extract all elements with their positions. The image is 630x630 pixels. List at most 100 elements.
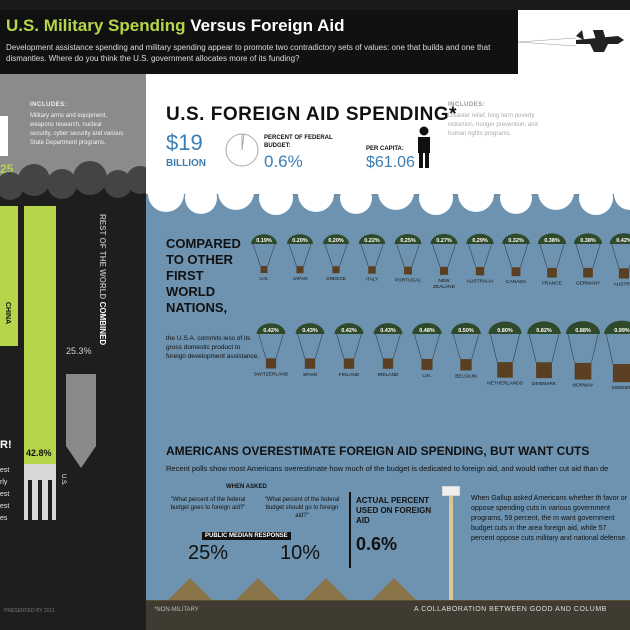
us-pct: 42.8%: [26, 448, 52, 458]
rest-pct: 25.3%: [66, 346, 92, 356]
edge-text-1: est: [0, 467, 10, 474]
country-label: NEW: [438, 278, 450, 284]
parachute-8: 0.38% FRANCE: [537, 233, 567, 287]
string-right: [303, 243, 312, 267]
canopy-mark: [466, 233, 494, 244]
string-right: [556, 243, 565, 268]
canopy-mark: [322, 234, 350, 244]
country-label: ZEALAND: [433, 284, 456, 290]
parachute-chart: 0.19% U.S. 0.20% JAPAN 0.20% GREECE 0.22% ITALY…: [251, 233, 630, 391]
string-left: [611, 243, 620, 269]
us-bar: [24, 206, 56, 464]
page-subtitle: Development assistance spending and mili…: [6, 43, 491, 63]
country-label: ITALY: [366, 277, 379, 283]
military-includes-text: Military arms and equipment, weapons res…: [30, 113, 124, 146]
canopy-mark: [451, 322, 481, 334]
comparison-section: COMPARED TO OTHER FIRST WORLD NATIONS, t…: [146, 194, 630, 436]
airplane-icon: [517, 30, 624, 52]
us-label: U.S.: [60, 474, 66, 486]
footnote: *NON-MILITARY: [154, 607, 199, 613]
string-left: [324, 243, 333, 267]
canopy-mark: [412, 322, 442, 334]
canopy-mark: [609, 233, 630, 244]
string-right: [353, 333, 362, 359]
parachute-value-label: 0.88%: [575, 328, 591, 334]
string-left: [396, 243, 405, 267]
page-title: U.S. Military Spending Versus Foreign Ai…: [6, 16, 345, 36]
soldier-icon: [0, 116, 8, 156]
parachute-value-label: 0.42%: [341, 328, 357, 334]
parachute-6: 0.29% AUSTRALIA: [466, 233, 494, 284]
string-right: [375, 243, 384, 267]
crate-mark: [618, 268, 630, 279]
parachute-16: 0.50% BELGIUM: [451, 322, 481, 379]
crate-mark: [583, 267, 593, 278]
string-right: [592, 243, 601, 268]
crate-mark: [497, 362, 513, 378]
q1-value: 25%: [188, 542, 229, 564]
rest-bar-tip: [66, 446, 96, 468]
foreign-aid-pct-label: PERCENT OF FEDERAL BUDGET:: [264, 135, 333, 149]
canopy-mark: [430, 233, 458, 244]
parachute-11: 0.42% SWITZERLAND: [254, 323, 289, 378]
parachute-4: 0.25% PORTUGAL: [394, 233, 422, 283]
string-left: [452, 333, 461, 360]
country-label: NETHERLANDS: [487, 381, 523, 387]
country-label: FINLAND: [339, 372, 360, 378]
foreign-aid-includes-title: INCLUDES:: [448, 102, 486, 108]
military-partial-pct: %: [0, 250, 9, 260]
country-label: PORTUGAL: [395, 277, 422, 283]
survey-subtitle: Recent polls show most Americans overest…: [166, 464, 609, 473]
string-left: [503, 243, 512, 268]
foreign-aid-unit: BILLION: [166, 158, 206, 169]
string-left: [360, 243, 369, 267]
crate-mark: [439, 266, 449, 275]
edge-text-5: es: [0, 515, 8, 522]
canopy-mark: [394, 233, 422, 244]
crate-mark: [265, 358, 277, 369]
parachute-value-label: 0.82%: [536, 328, 552, 334]
parachute-14: 0.43% IRELAND: [373, 323, 403, 378]
comparison-text: the U.S.A. commits less of its gross dom…: [166, 335, 260, 360]
string-left: [567, 333, 575, 363]
parachute-value-label: 0.20%: [328, 238, 344, 244]
string-right: [267, 243, 276, 267]
canopy-mark: [286, 234, 314, 244]
canopy-mark: [573, 233, 603, 244]
edge-text-2: rly: [0, 479, 8, 486]
crate-mark: [368, 266, 376, 274]
military-includes-title: INCLUDES:: [30, 102, 68, 108]
edge-text-0: R!: [0, 439, 12, 451]
crate-mark: [460, 359, 472, 371]
plane-area: [517, 10, 630, 74]
string-right: [339, 243, 348, 267]
crate-mark: [574, 362, 592, 380]
crate-mark: [547, 267, 557, 278]
crate-mark: [304, 358, 316, 369]
crate-mark: [475, 267, 485, 276]
footer-bar: *NON-MILITARY A COLLABORATION BETWEEN GO…: [146, 601, 630, 630]
comparison-title: COMPARED TO OTHER FIRST WORLD NATIONS,: [166, 236, 241, 315]
china-bar: [0, 206, 18, 346]
string-left: [414, 333, 422, 359]
actual-divider: [349, 492, 351, 568]
crate-mark: [536, 362, 552, 379]
parachute-3: 0.22% ITALY: [358, 234, 386, 283]
parachute-value-label: 0.42%: [616, 238, 630, 244]
string-right: [591, 333, 599, 363]
survey-title: AMERICANS OVERESTIMATE FOREIGN AID SPEND…: [166, 444, 590, 458]
foreign-aid-summary: U.S. FOREIGN AID SPENDING* $19 BILLION P…: [146, 74, 630, 194]
country-label: SWITZERLAND: [254, 372, 289, 378]
title-military: U.S. Military Spending: [6, 16, 186, 35]
country-label: DENMARK: [532, 381, 557, 387]
canopy-mark: [251, 234, 277, 244]
parachute-7: 0.32% CANADA: [502, 233, 530, 285]
parachute-value-label: 0.43%: [380, 328, 396, 334]
crate-mark: [382, 358, 394, 369]
canopy-mark: [358, 234, 386, 244]
string-right: [432, 333, 440, 359]
edge-text-4: est: [0, 503, 10, 510]
foreign-aid-amount: $19: [166, 130, 203, 155]
canopy-mark: [502, 233, 530, 244]
